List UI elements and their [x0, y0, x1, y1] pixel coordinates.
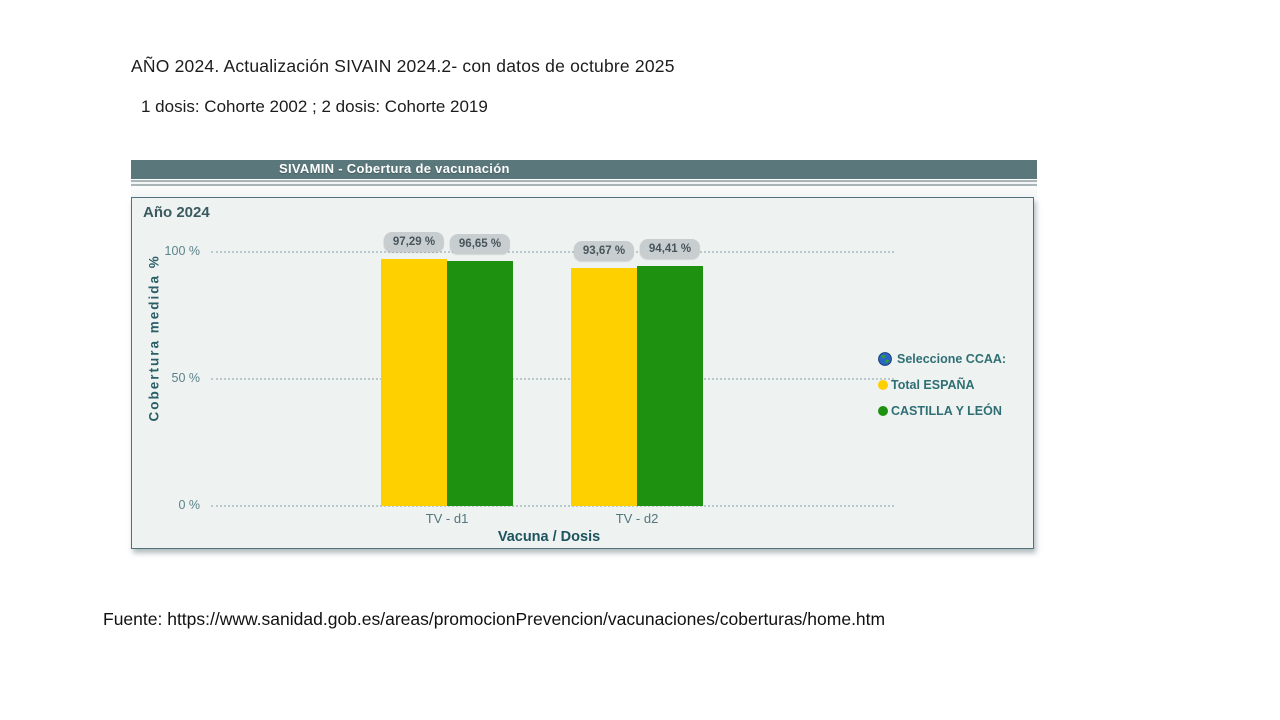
- bar-castilla-y-le-n-tv-d2[interactable]: [637, 266, 703, 506]
- gridline-50: [211, 378, 894, 380]
- globe-icon: [878, 352, 892, 366]
- bar-total-espa-a-tv-d1[interactable]: [381, 259, 447, 506]
- source-text: Fuente: https://www.sanidad.gob.es/areas…: [103, 609, 886, 629]
- legend: Seleccione CCAA: Total ESPAÑA CASTILLA Y…: [878, 346, 1006, 424]
- y-axis-title: Cobertura medida %: [146, 254, 162, 422]
- chart-panel: Año 2024 Cobertura medida % Vacuna / Dos…: [131, 197, 1034, 549]
- y-tick-label: 0 %: [178, 498, 200, 512]
- y-tick-label: 50 %: [171, 371, 201, 385]
- green-dot-icon: [878, 406, 888, 416]
- legend-item-castilla-y-leon[interactable]: CASTILLA Y LEÓN: [878, 398, 1006, 424]
- panel-year-label: Año 2024: [143, 204, 210, 221]
- legend-title-row[interactable]: Seleccione CCAA:: [878, 346, 1006, 372]
- chart-header-bar: SIVAMIN - Cobertura de vacunación: [131, 160, 1037, 179]
- plot-area: Cobertura medida % Vacuna / Dosis 100 % 5…: [132, 198, 1033, 548]
- x-axis-title: Vacuna / Dosis: [497, 529, 601, 545]
- legend-item-total-espana[interactable]: Total ESPAÑA: [878, 372, 1006, 398]
- legend-title: Seleccione CCAA:: [897, 352, 1007, 366]
- gridline-0: [211, 505, 894, 507]
- gridline-100: [211, 251, 894, 253]
- yellow-dot-icon: [878, 380, 888, 390]
- legend-item-label: CASTILLA Y LEÓN: [891, 404, 1002, 418]
- chart-header-title: SIVAMIN - Cobertura de vacunación: [279, 161, 510, 176]
- value-badge-total-espa-a-tv-d1: 97,29 %: [383, 232, 445, 252]
- bar-total-espa-a-tv-d2[interactable]: [571, 268, 637, 506]
- x-category-tv-d1: TV - d1: [425, 511, 469, 526]
- bar-castilla-y-le-n-tv-d1[interactable]: [447, 261, 513, 506]
- y-tick-label: 100 %: [164, 244, 200, 258]
- value-badge-castilla-y-le-n-tv-d1: 96,65 %: [449, 234, 511, 254]
- x-category-tv-d2: TV - d2: [615, 511, 659, 526]
- legend-item-label: Total ESPAÑA: [891, 378, 975, 392]
- page-title: AÑO 2024. Actualización SIVAIN 2024.2- c…: [131, 56, 675, 76]
- value-badge-castilla-y-le-n-tv-d2: 94,41 %: [639, 239, 701, 259]
- header-divider: [131, 179, 1037, 197]
- value-badge-total-espa-a-tv-d2: 93,67 %: [573, 241, 635, 261]
- page-subtitle: 1 dosis: Cohorte 2002 ; 2 dosis: Cohorte…: [141, 97, 488, 116]
